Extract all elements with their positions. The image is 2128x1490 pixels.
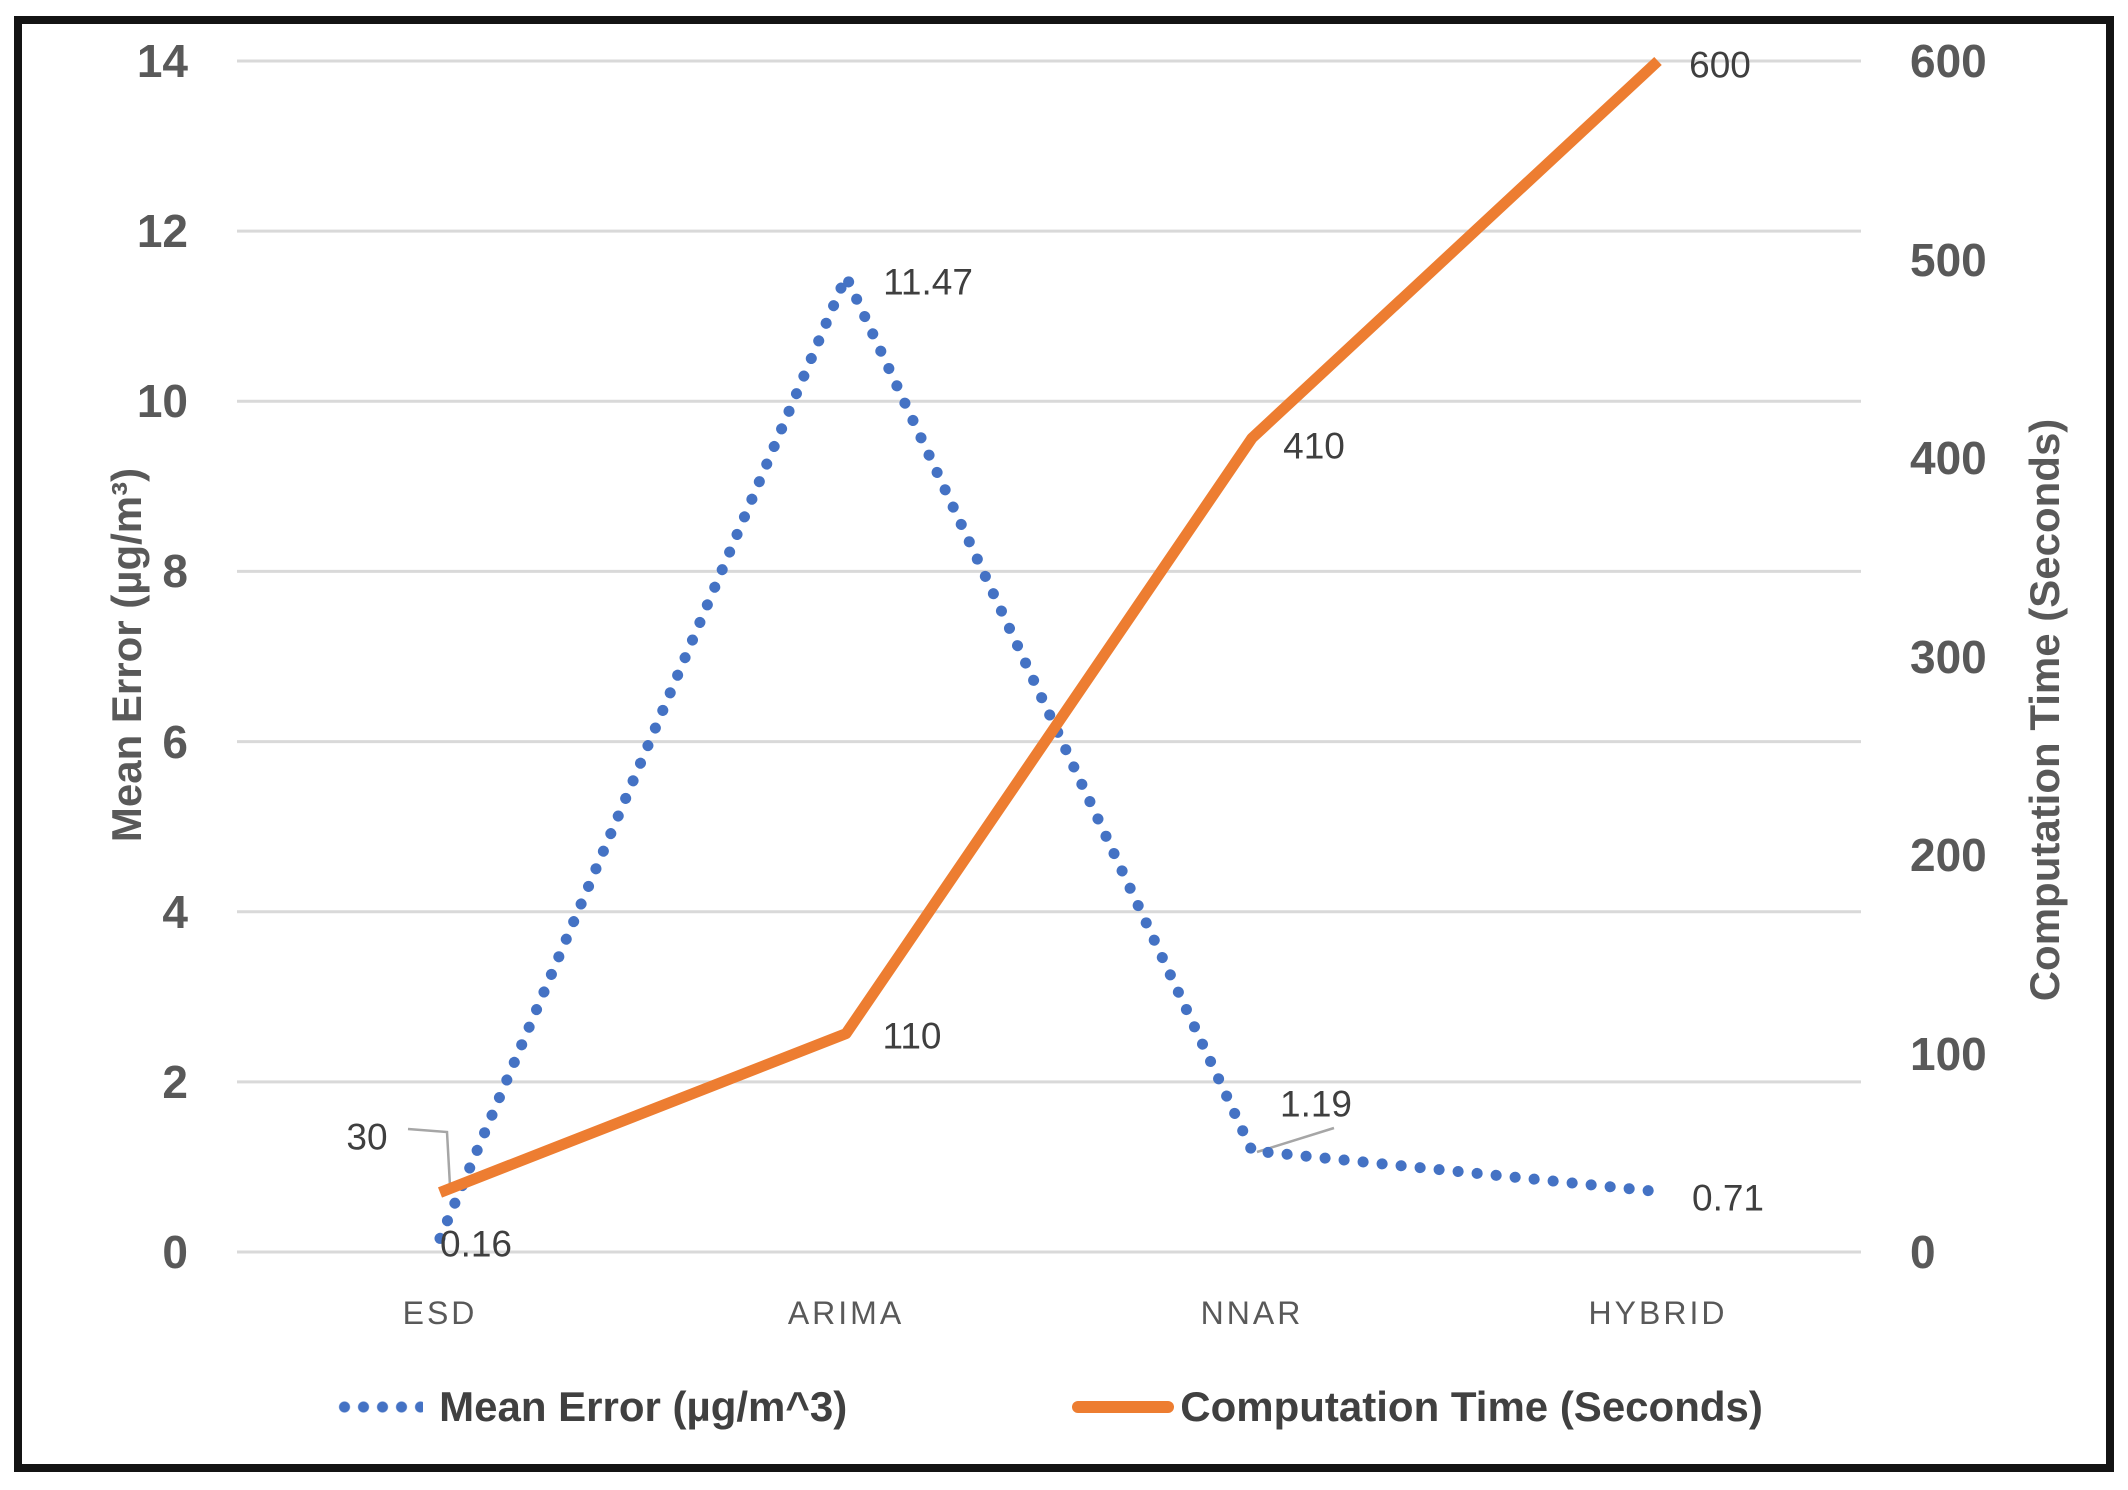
legend-label-computation-time: Computation Time (Seconds) — [1180, 1383, 1763, 1430]
mean-error-dotted-swatch — [335, 1401, 424, 1413]
data-label: 110 — [882, 1015, 942, 1057]
figure-border — [14, 16, 2114, 1472]
left-axis-tick: 12 — [136, 205, 188, 258]
data-label: 30 — [346, 1116, 388, 1158]
data-label: 0.71 — [1691, 1177, 1765, 1219]
right-axis-title: Computation Time (Seconds) — [2021, 418, 2068, 1002]
data-label: 410 — [1283, 425, 1345, 467]
left-axis-tick: 6 — [162, 715, 188, 768]
right-axis-tick: 600 — [1910, 35, 1987, 87]
data-label: 1.19 — [1279, 1083, 1353, 1125]
left-axis-tick: 2 — [162, 1055, 188, 1108]
right-axis-tick: 100 — [1910, 1027, 1987, 1080]
computation-time-series-line — [437, 56, 1662, 1198]
x-axis-label: HYBRID — [1588, 1295, 1728, 1331]
legend-item-computation-time: Computation Time (Seconds) — [1072, 1386, 1763, 1428]
left-axis-tick: 0 — [162, 1226, 188, 1278]
data-label: 11.47 — [883, 261, 973, 303]
right-axis-tick: 0 — [1910, 1226, 1936, 1278]
right-axis-tick: 400 — [1910, 432, 1987, 484]
data-label-leader — [407, 1127, 452, 1187]
right-axis-tick: 500 — [1910, 233, 1987, 286]
left-axis-tick: 10 — [136, 375, 188, 428]
x-axis-label: NNAR — [1200, 1295, 1304, 1331]
computation-time-solid-swatch — [1072, 1401, 1175, 1413]
left-axis-tick: 14 — [136, 35, 188, 87]
x-axis-label: ARIMA — [787, 1295, 905, 1331]
right-axis-tick: 200 — [1910, 829, 1987, 881]
left-axis-tick: 4 — [162, 885, 188, 938]
legend: Mean Error (µg/m^3) Computation Time (Se… — [237, 1372, 1861, 1442]
data-label: 0.16 — [439, 1223, 513, 1265]
data-label: 600 — [1689, 44, 1751, 86]
legend-item-mean-error: Mean Error (µg/m^3) — [335, 1386, 847, 1428]
x-axis-label: ESD — [402, 1295, 478, 1331]
legend-label-mean-error: Mean Error (µg/m^3) — [439, 1383, 848, 1430]
left-axis-tick: 8 — [162, 545, 188, 598]
right-axis-tick: 300 — [1910, 630, 1987, 683]
left-axis-title: Mean Error (µg/m³) — [103, 467, 150, 843]
mean-error-series-line — [434, 262, 1664, 1244]
